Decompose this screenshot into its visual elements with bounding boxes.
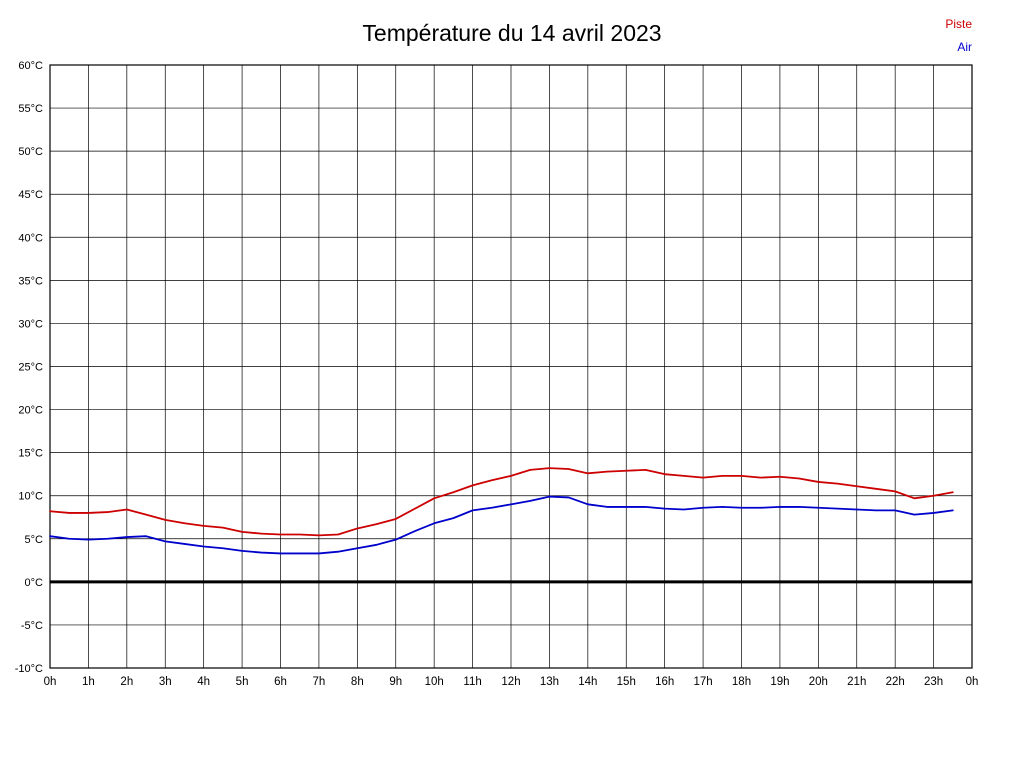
x-axis-tick-label: 23h (924, 676, 943, 688)
y-axis-tick-label: -5°C (21, 620, 43, 632)
plot-border (49, 64, 973, 669)
y-axis-tick-label: 40°C (18, 232, 43, 244)
x-axis-tick-label: 13h (540, 676, 559, 688)
x-axis-tick-label: 17h (693, 676, 712, 688)
x-axis-tick-label: 6h (274, 676, 287, 688)
y-axis-tick-label: 45°C (18, 189, 43, 201)
y-axis-tick-label: 0°C (25, 577, 44, 589)
y-axis-tick-label: 55°C (18, 103, 43, 115)
x-axis-tick-label: 8h (351, 676, 364, 688)
x-axis-tick-label: 12h (501, 676, 520, 688)
x-axis-tick-label: 0h (966, 676, 979, 688)
x-axis-tick-label: 16h (655, 676, 674, 688)
legend-item-piste: Piste (945, 17, 972, 31)
legend-item-air: Air (957, 40, 972, 55)
x-axis-tick-label: 7h (313, 676, 326, 688)
chart-title: Température du 14 avril 2023 (362, 20, 662, 46)
x-axis-tick-label: 21h (847, 676, 866, 688)
x-axis-tick-label: 10h (425, 676, 444, 688)
air-temperature-line (49, 495, 954, 555)
x-axis-tick-label: 19h (770, 676, 789, 688)
x-axis-tick-label: 11h (463, 676, 481, 688)
x-axis-tick-label: 1h (82, 676, 95, 688)
x-axis-tick-label: 14h (578, 676, 597, 688)
x-axis-tick-label: 5h (236, 676, 249, 688)
x-axis-tick-label: 22h (886, 676, 905, 688)
x-axis-tick-label: 18h (732, 676, 751, 688)
x-axis-tick-label: 4h (197, 676, 210, 688)
y-axis-tick-label: 20°C (18, 405, 43, 417)
x-axis-tick-label: 2h (120, 676, 133, 688)
y-axis-tick-label: 35°C (18, 275, 43, 287)
y-axis-tick-label: 5°C (25, 534, 44, 546)
x-axis-tick-label: 3h (159, 676, 172, 688)
chart-legend: Piste Air (945, 13, 972, 60)
y-axis-tick-label: -10°C (15, 663, 43, 675)
piste-temperature-line (49, 467, 954, 537)
x-axis-tick-label: 20h (809, 676, 828, 688)
y-axis-tick-label: 50°C (18, 146, 43, 158)
x-axis-tick-label: 0h (44, 676, 57, 688)
y-axis-tick-label: 10°C (18, 491, 43, 503)
y-axis-tick-label: 60°C (18, 60, 43, 72)
y-axis-tick-label: 30°C (18, 318, 43, 330)
x-axis-tick-label: 9h (389, 676, 402, 688)
y-axis-tick-label: 25°C (18, 362, 43, 374)
y-axis-tick-label: 15°C (18, 448, 43, 460)
x-axis-tick-label: 15h (617, 676, 636, 688)
